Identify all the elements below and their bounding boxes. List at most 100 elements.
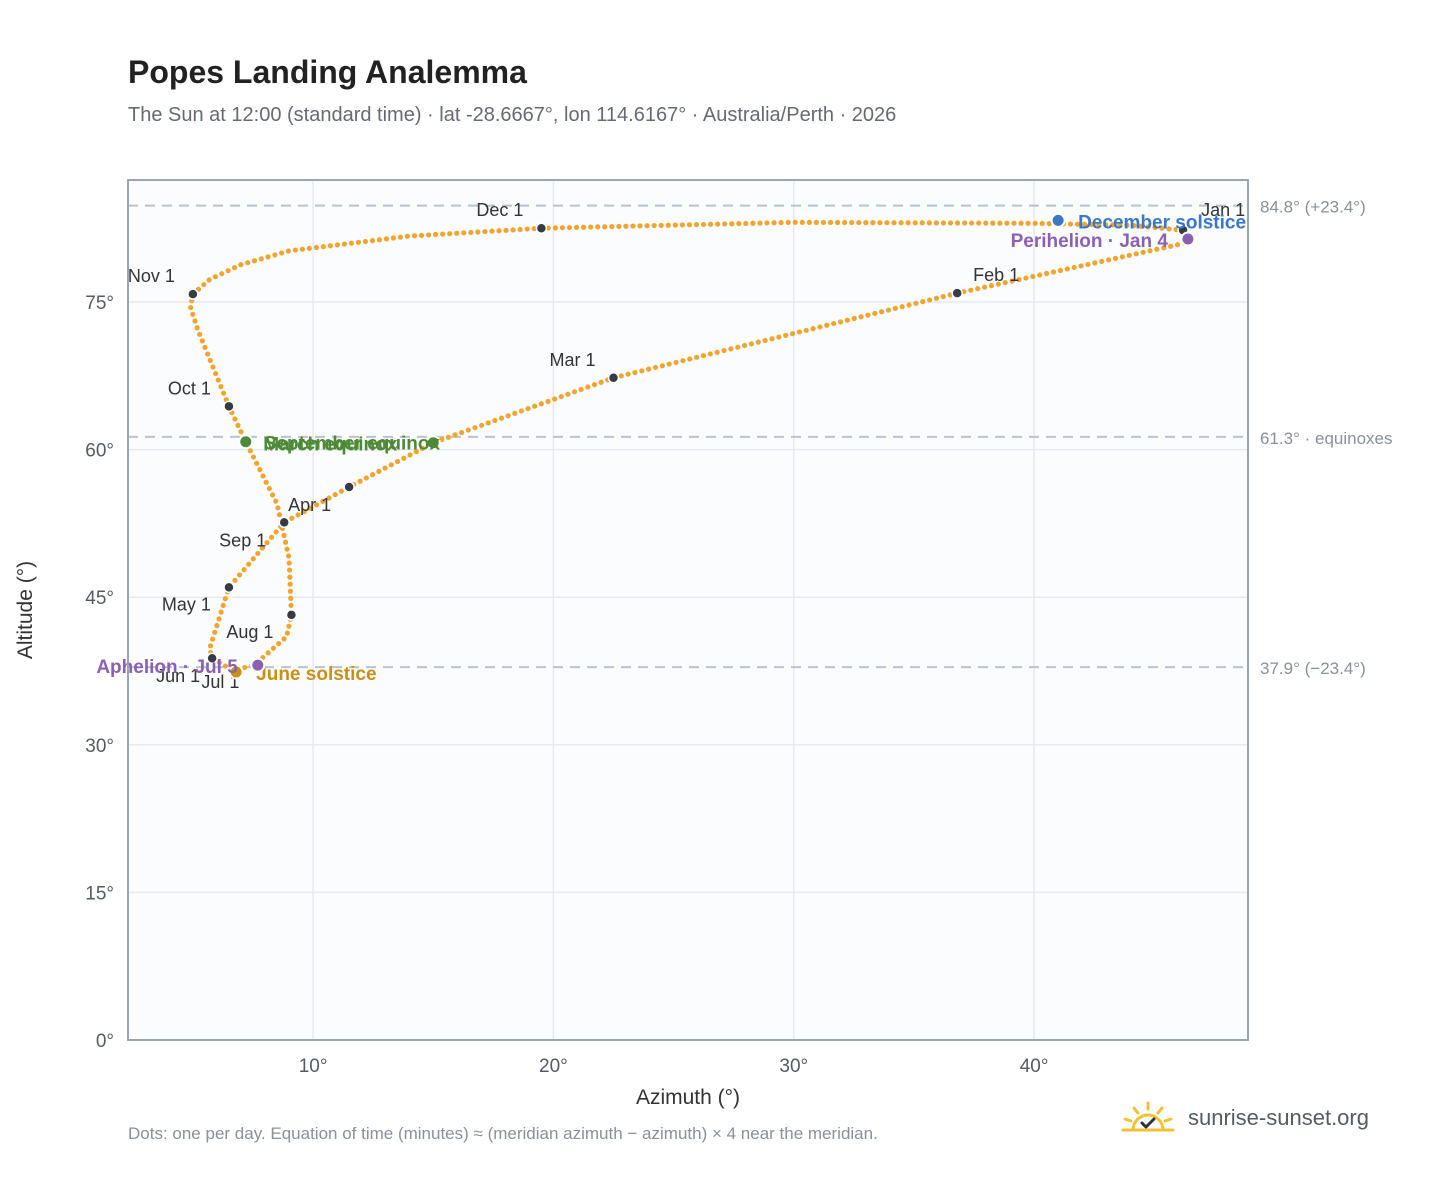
daily-dot [388, 462, 394, 468]
daily-dot [1037, 272, 1043, 278]
daily-dot [503, 227, 509, 233]
daily-dot [263, 479, 269, 485]
daily-dot [1092, 260, 1098, 266]
daily-dot [632, 369, 638, 376]
daily-dot [260, 473, 266, 479]
daily-dot [1043, 270, 1050, 277]
daily-dot [976, 220, 982, 226]
daily-dot [842, 219, 848, 226]
daily-dot [357, 478, 363, 484]
daily-dot [789, 331, 796, 337]
daily-dot [707, 351, 713, 357]
daily-dot [1071, 264, 1077, 271]
daily-dot [362, 238, 369, 245]
daily-dot [552, 396, 558, 402]
daily-dot [721, 347, 727, 354]
daily-dot [1046, 221, 1052, 227]
month-marker [951, 287, 963, 299]
daily-dot [625, 371, 631, 377]
daily-dot [307, 505, 314, 511]
daily-dot [940, 293, 946, 300]
daily-dot [651, 222, 657, 229]
daily-dot [700, 221, 707, 228]
daily-dot [531, 226, 537, 232]
daily-dot [757, 220, 763, 226]
daily-dot [258, 256, 264, 262]
daily-dot [281, 532, 287, 538]
daily-dot [630, 223, 636, 229]
daily-dot [265, 650, 271, 656]
daily-dot [213, 370, 219, 377]
daily-dot [288, 602, 294, 608]
daily-dot [363, 475, 369, 481]
daily-dot [538, 401, 544, 407]
daily-dot [510, 227, 516, 233]
daily-dot [257, 467, 263, 473]
daily-dot [820, 219, 827, 226]
daily-dot [1089, 221, 1095, 228]
daily-dot [251, 258, 258, 264]
daily-dot [995, 281, 1001, 287]
daily-dot [926, 297, 933, 303]
daily-dot [1009, 278, 1015, 284]
daily-dot [505, 413, 511, 419]
daily-dot [220, 390, 227, 396]
daily-dot [969, 220, 975, 226]
daily-dot [284, 546, 290, 552]
daily-dot [498, 415, 505, 421]
daily-dot [236, 572, 243, 578]
daily-dot [276, 512, 283, 518]
daily-dot [545, 398, 551, 404]
daily-dot [192, 318, 198, 324]
month-label: Oct 1 [168, 378, 211, 398]
daily-dot [566, 224, 573, 231]
daily-dot [792, 219, 798, 225]
daily-dot [834, 219, 841, 226]
chart-title: Popes Landing Analemma [128, 54, 527, 90]
event-label: Aphelion · Jul 5 [96, 657, 238, 678]
daily-dot [197, 331, 203, 337]
daily-dot [225, 268, 231, 274]
event-marker [425, 435, 441, 451]
daily-dot [552, 225, 558, 231]
daily-dot [411, 233, 418, 239]
daily-dot [232, 416, 238, 422]
event-label: June solstice [256, 664, 376, 685]
daily-dot [404, 233, 411, 239]
daily-dot [877, 220, 883, 226]
daily-dot [1016, 276, 1022, 283]
daily-dot [646, 366, 652, 372]
daily-dot [1057, 267, 1063, 274]
daily-dot [1096, 222, 1102, 228]
daily-dot [559, 225, 566, 231]
daily-dot [750, 220, 756, 226]
daily-dot [314, 502, 320, 508]
daily-dot [1174, 242, 1181, 248]
month-marker [535, 222, 548, 234]
daily-dot [872, 310, 878, 317]
daily-dot [827, 219, 834, 226]
chart-subtitle: The Sun at 12:00 (standard time) · lat -… [128, 104, 897, 126]
daily-dot [287, 588, 294, 594]
daily-dot [673, 359, 679, 365]
daily-dot [879, 309, 885, 315]
y-axis-label: Altitude (°) [14, 561, 37, 659]
daily-dot [913, 300, 919, 306]
daily-dot [284, 630, 290, 636]
event-label: Perihelion · Jan 4 [1011, 231, 1169, 252]
daily-dot [265, 254, 271, 260]
daily-dot [482, 228, 488, 235]
daily-dot [899, 304, 905, 310]
month-marker [343, 481, 355, 493]
daily-dot [286, 560, 292, 566]
daily-dot [1074, 221, 1081, 227]
daily-dot [799, 219, 805, 225]
daily-dot [218, 609, 224, 615]
daily-dot [693, 221, 700, 228]
daily-dot [1064, 266, 1070, 272]
daily-dot [279, 250, 285, 256]
reference-line-label: 37.9° (−23.4°) [1260, 659, 1366, 678]
x-tick-label: 20° [539, 1056, 568, 1077]
brand[interactable]: sunrise-sunset.org [1120, 1100, 1369, 1136]
daily-dot [898, 220, 904, 226]
